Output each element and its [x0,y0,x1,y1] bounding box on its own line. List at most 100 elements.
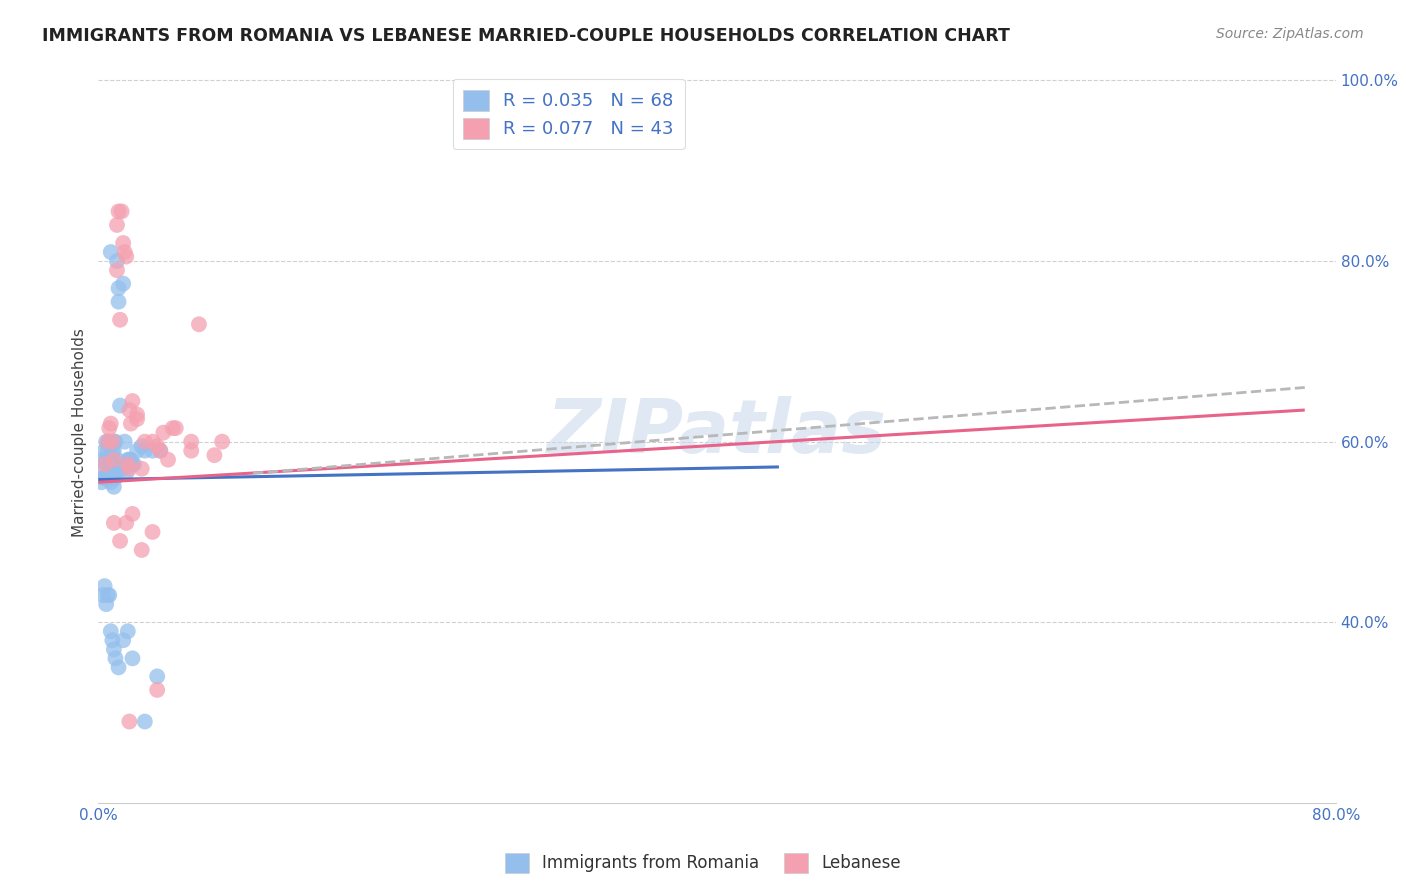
Point [101,471,124,485]
Point [146,669,169,683]
Point [157,452,180,467]
Point [93,471,115,485]
Point [93,443,115,458]
Point [121,651,143,665]
Point [93,579,115,593]
Text: IMMIGRANTS FROM ROMANIA VS LEBANESE MARRIED-COUPLE HOUSEHOLDS CORRELATION CHART: IMMIGRANTS FROM ROMANIA VS LEBANESE MARR… [42,27,1010,45]
Text: ZIPatlas: ZIPatlas [547,396,887,469]
Point [98,471,121,485]
Point [103,452,125,467]
Point [108,312,131,326]
Point [103,443,125,458]
Legend: Immigrants from Romania, Lebanese: Immigrants from Romania, Lebanese [499,847,907,880]
Point [127,412,149,426]
Point [118,452,141,467]
Point [96,434,118,449]
Point [149,443,172,458]
Point [107,660,129,674]
Point [93,457,115,471]
Point [165,421,187,435]
Point [97,457,120,471]
Point [100,245,122,260]
Point [91,588,114,602]
Point [103,480,125,494]
Point [112,633,135,648]
Point [122,457,145,471]
Point [121,457,143,471]
Point [107,281,129,295]
Point [108,533,131,548]
Point [120,452,142,467]
Point [97,588,120,602]
Point [103,642,125,657]
Point [97,467,120,481]
Point [111,204,132,219]
Point [104,471,127,485]
Legend: R = 0.035   N = 68, R = 0.077   N = 43: R = 0.035 N = 68, R = 0.077 N = 43 [453,78,685,150]
Point [114,245,136,260]
Point [115,467,138,481]
Point [103,516,125,530]
Point [188,318,211,332]
Point [100,475,122,490]
Point [115,250,138,264]
Point [112,461,135,475]
Point [118,714,141,729]
Point [146,439,169,453]
Point [100,439,122,453]
Point [101,443,124,458]
Point [90,475,112,490]
Point [96,452,118,467]
Point [107,294,129,309]
Point [114,434,136,449]
Point [108,399,131,413]
Point [131,543,153,558]
Point [105,461,128,475]
Point [100,417,122,431]
Point [103,457,125,471]
Point [117,624,139,639]
Point [103,434,125,449]
Point [101,633,124,648]
Point [141,524,165,539]
Point [98,588,121,602]
Point [131,461,153,475]
Point [180,434,202,449]
Point [98,421,121,435]
Point [141,434,165,449]
Point [105,218,128,232]
Point [104,434,127,449]
Point [104,457,127,471]
Point [141,443,165,458]
Point [105,254,128,268]
Point [134,714,156,729]
Point [101,434,124,449]
Point [121,394,143,409]
Point [180,443,202,458]
Y-axis label: Married-couple Households: Married-couple Households [72,328,87,537]
Point [100,452,122,467]
Point [117,452,139,467]
Point [96,471,118,485]
Point [91,471,114,485]
Text: Source: ZipAtlas.com: Source: ZipAtlas.com [1216,27,1364,41]
Point [98,452,121,467]
Point [118,403,141,417]
Point [97,443,120,458]
Point [131,439,153,453]
Point [127,443,149,458]
Point [146,682,169,697]
Point [115,516,138,530]
Point [93,461,115,475]
Point [134,434,156,449]
Point [127,408,149,422]
Point [105,263,128,277]
Point [117,457,139,471]
Point [112,235,135,250]
Point [104,651,127,665]
Point [107,204,129,219]
Point [120,417,142,431]
Point [211,434,233,449]
Point [91,452,114,467]
Point [100,624,122,639]
